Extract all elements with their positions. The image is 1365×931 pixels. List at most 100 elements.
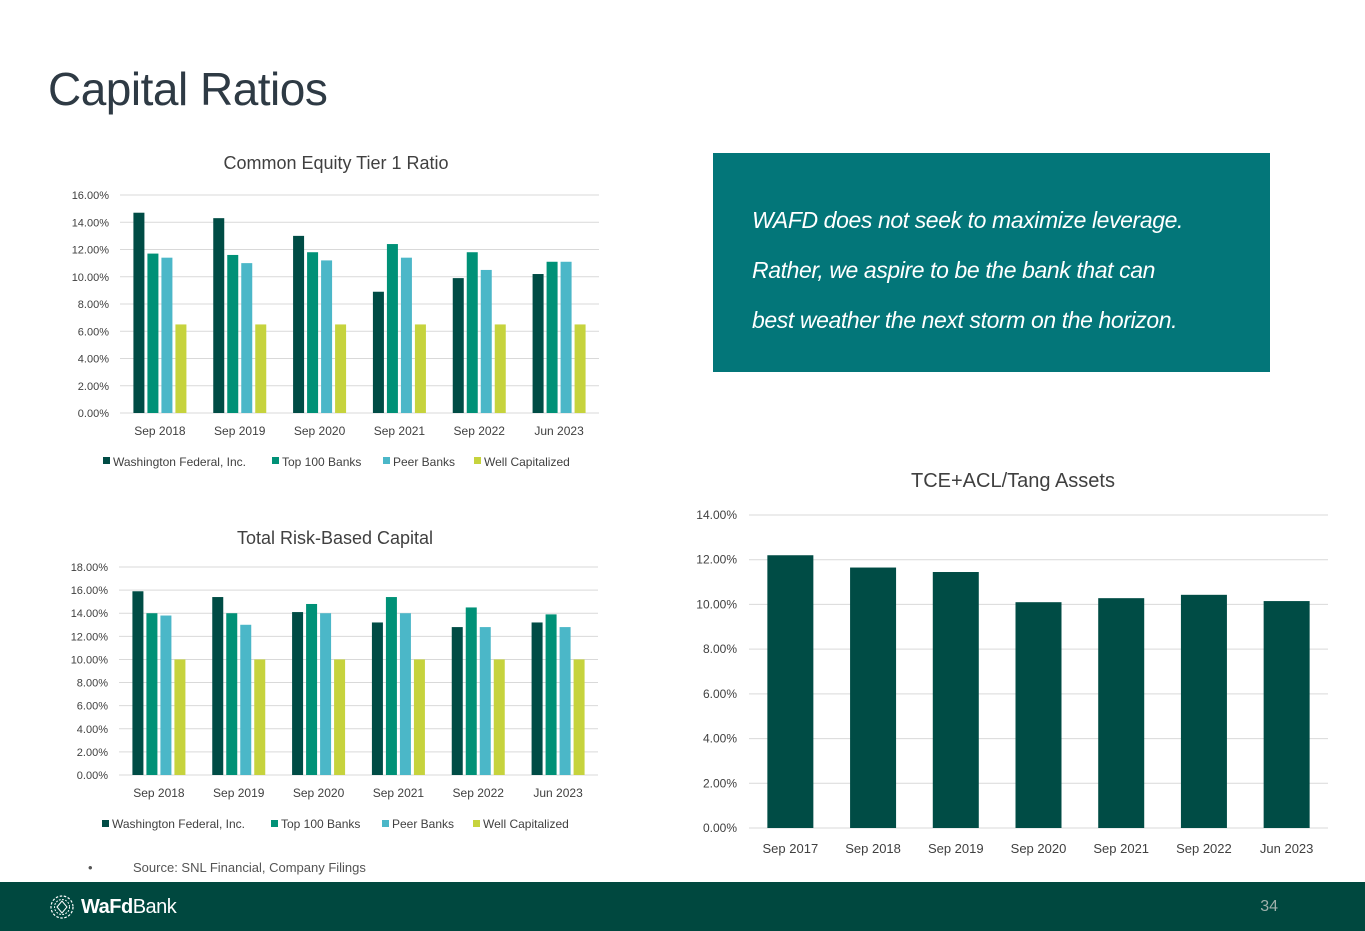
y-tick-label: 14.00%: [71, 608, 109, 620]
quote-box: WAFD does not seek to maximize leverage.…: [713, 153, 1270, 372]
footer-bar: WaFdBank 34: [0, 882, 1365, 931]
x-tick-label: Sep 2022: [453, 786, 505, 800]
x-tick-label: Sep 2019: [213, 786, 265, 800]
bar: [451, 627, 463, 775]
y-tick-label: 4.00%: [703, 732, 737, 746]
legend-swatch: [474, 457, 481, 464]
bar: [932, 572, 979, 828]
bar: [573, 659, 585, 775]
y-tick-label: 14.00%: [72, 217, 110, 229]
y-tick-label: 12.00%: [696, 553, 737, 567]
bar: [147, 253, 159, 413]
page-number: 34: [1260, 898, 1278, 915]
chart-cet1: Common Equity Tier 1 Ratio 0.00% 2.00% 4.0…: [72, 153, 599, 469]
x-tick-label: Sep 2021: [1093, 841, 1149, 856]
logo-text: WaFdBank: [81, 895, 177, 919]
bar: [227, 254, 239, 413]
bar: [175, 324, 187, 413]
bar: [559, 627, 571, 775]
bar: [546, 261, 558, 413]
y-tick-label: 0.00%: [703, 821, 737, 835]
bar: [560, 261, 572, 413]
x-tick-label: Sep 2021: [374, 424, 426, 438]
y-tick-label: 10.00%: [71, 654, 109, 666]
legend-swatch: [382, 820, 389, 827]
legend-label: Peer Banks: [393, 455, 455, 469]
y-tick-label: 18.00%: [71, 562, 109, 574]
x-tick-label: Sep 2017: [763, 841, 819, 856]
legend-swatch: [103, 457, 110, 464]
bar: [321, 260, 333, 413]
y-tick-label: 10.00%: [72, 272, 110, 284]
x-tick-label: Sep 2018: [845, 841, 901, 856]
chart-trbc: Total Risk-Based Capital 0.00% 2.00% 4.00%…: [71, 528, 598, 831]
bar: [532, 274, 544, 413]
bar: [160, 615, 172, 775]
bar: [1098, 598, 1145, 828]
y-tick-label: 14.00%: [696, 508, 737, 522]
source-text: Source: SNL Financial, Company Filings: [133, 860, 366, 875]
bar: [386, 244, 398, 413]
bar: [400, 257, 412, 413]
logo-mark-icon: [50, 895, 74, 919]
bar: [767, 555, 814, 828]
x-tick-label: Sep 2020: [294, 424, 346, 438]
chart-tce: TCE+ACL/Tang Assets 0.00% 2.00% 4.00% 6.00%…: [696, 470, 1328, 856]
bar: [174, 659, 186, 775]
quote-line: WAFD does not seek to maximize leverage.: [752, 207, 1183, 233]
y-tick-label: 16.00%: [71, 585, 109, 597]
legend-swatch: [473, 820, 480, 827]
bullet: •: [88, 860, 93, 875]
legend-swatch: [271, 820, 278, 827]
bar: [574, 324, 586, 413]
bar: [335, 324, 347, 413]
bar: [385, 597, 397, 775]
bar: [241, 263, 253, 413]
bar: [212, 597, 224, 775]
bar: [146, 613, 158, 775]
legend-label: Top 100 Banks: [282, 455, 361, 469]
legend-swatch: [272, 457, 279, 464]
bar: [1263, 601, 1310, 828]
quote-line: Rather, we aspire to be the bank that ca…: [752, 257, 1155, 283]
x-tick-label: Sep 2022: [1176, 841, 1232, 856]
y-tick-label: 8.00%: [78, 299, 109, 311]
x-tick-label: Jun 2023: [534, 424, 584, 438]
bar: [255, 324, 267, 413]
chart-title: Total Risk-Based Capital: [237, 528, 433, 548]
bar: [452, 278, 464, 413]
legend-label: Well Capitalized: [484, 455, 570, 469]
bar: [132, 591, 144, 775]
x-tick-label: Sep 2019: [928, 841, 984, 856]
x-tick-label: Jun 2023: [533, 786, 583, 800]
bar: [371, 622, 383, 775]
legend-label: Top 100 Banks: [281, 817, 360, 831]
legend-label: Washington Federal, Inc.: [113, 455, 246, 469]
bar: [161, 257, 173, 413]
x-tick-label: Sep 2021: [373, 786, 425, 800]
bar: [465, 607, 477, 775]
y-tick-label: 0.00%: [78, 408, 109, 420]
logo-text-regular: Bank: [132, 895, 177, 918]
bar: [466, 252, 478, 413]
x-tick-label: Sep 2018: [133, 786, 185, 800]
bar: [320, 613, 332, 775]
bar: [1180, 594, 1227, 828]
legend-swatch: [383, 457, 390, 464]
legend-label: Well Capitalized: [483, 817, 569, 831]
wafd-logo[interactable]: WaFdBank: [48, 893, 177, 921]
source-note: • Source: SNL Financial, Company Filings: [88, 860, 366, 875]
y-tick-label: 8.00%: [77, 678, 108, 690]
y-tick-label: 6.00%: [703, 687, 737, 701]
y-tick-label: 12.00%: [72, 245, 110, 257]
y-tick-label: 0.00%: [77, 770, 108, 782]
x-tick-label: Sep 2020: [293, 786, 345, 800]
bar: [545, 614, 557, 775]
bar: [372, 291, 384, 413]
bar: [306, 603, 318, 775]
bar: [1015, 602, 1062, 828]
chart-title: TCE+ACL/Tang Assets: [911, 470, 1115, 492]
y-tick-label: 2.00%: [703, 776, 737, 790]
bar: [399, 613, 411, 775]
bar: [494, 324, 506, 413]
